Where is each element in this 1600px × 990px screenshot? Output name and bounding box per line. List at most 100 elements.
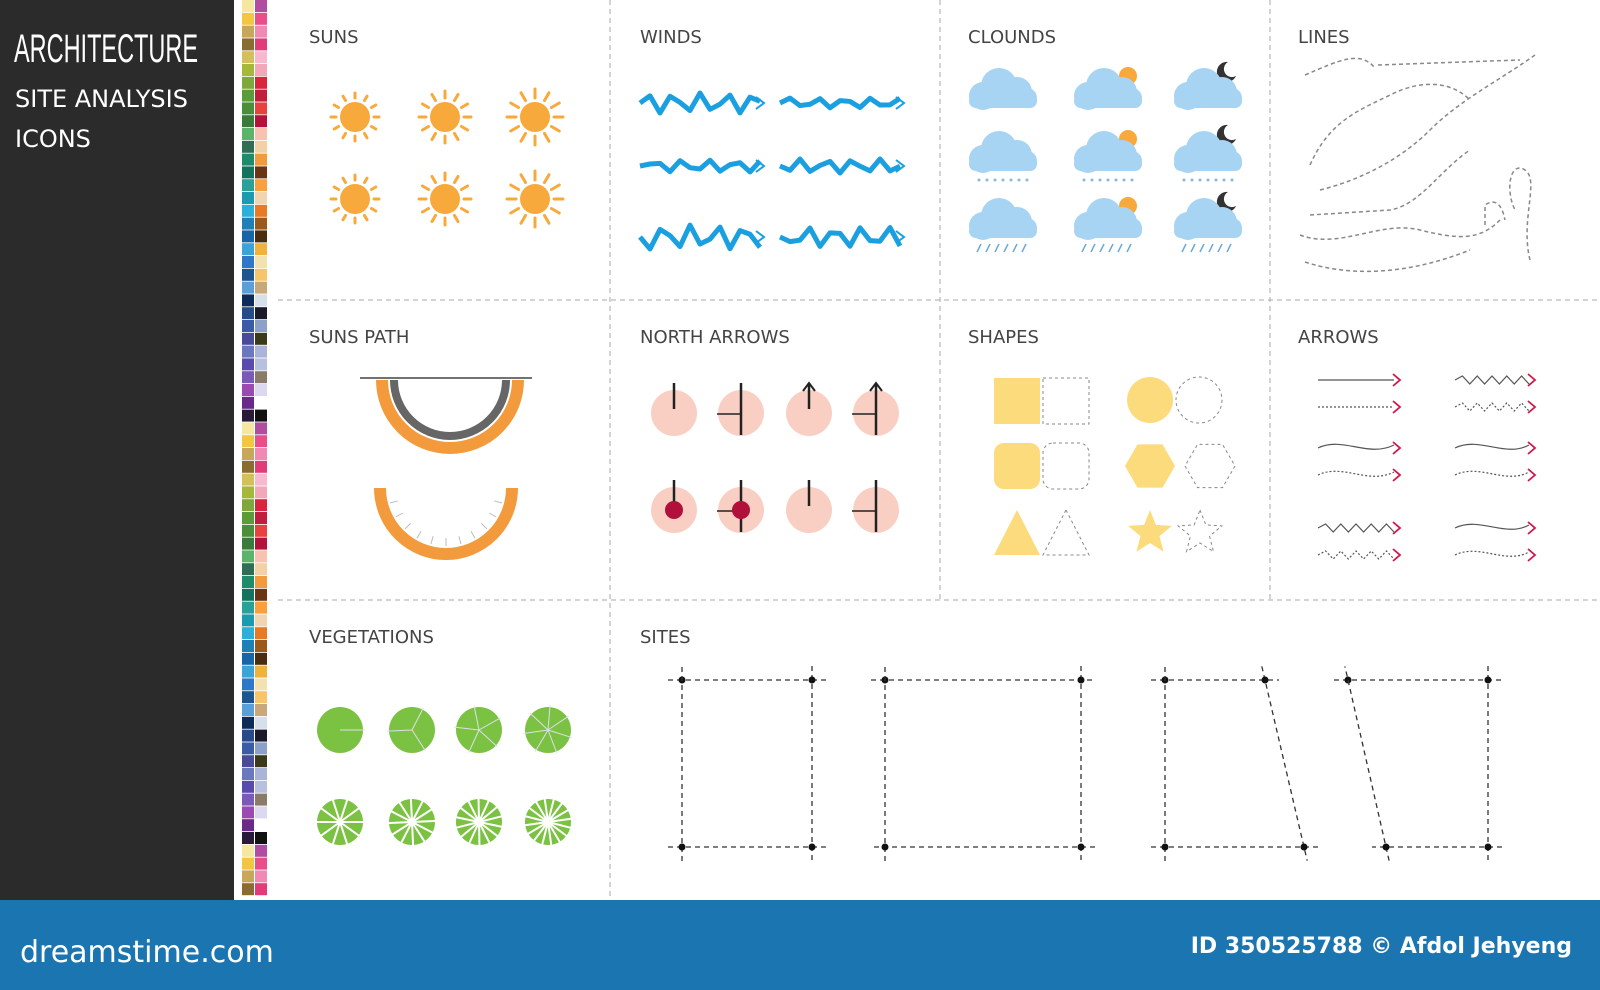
color-swatch — [255, 51, 267, 64]
sun-ray — [509, 125, 521, 133]
sun-path-arc-inner — [390, 379, 510, 440]
north-arrow — [717, 480, 764, 533]
sun-ray — [363, 213, 369, 222]
color-swatch — [255, 563, 267, 576]
cloud-base — [1174, 224, 1242, 238]
tree-branch — [534, 729, 549, 752]
tree-branch — [547, 821, 573, 830]
color-swatch — [242, 486, 254, 499]
color-swatch — [242, 806, 254, 819]
sun-ray — [420, 125, 431, 132]
sun-ray — [543, 131, 551, 143]
wind-wave — [638, 90, 761, 116]
site-corner — [808, 676, 816, 684]
tree-branch — [523, 729, 549, 735]
color-swatch — [242, 192, 254, 204]
color-swatch — [242, 332, 254, 345]
snow-dot — [1009, 178, 1013, 182]
color-swatch — [242, 51, 254, 64]
color-swatch — [255, 780, 267, 793]
snow-dot — [1222, 178, 1226, 182]
color-swatch — [255, 89, 267, 102]
color-swatch — [255, 102, 267, 115]
tree-branch — [527, 806, 549, 823]
tree-branch — [547, 705, 551, 731]
arrow-head — [1527, 441, 1537, 455]
color-swatch — [242, 422, 254, 435]
snow-dot — [1198, 178, 1202, 182]
sun-ray — [420, 102, 431, 109]
cloud-icon — [1174, 61, 1242, 110]
tree-branch — [478, 821, 504, 829]
color-swatch — [242, 729, 254, 742]
color-swatch — [255, 870, 267, 883]
sun-icon — [505, 169, 565, 229]
color-swatch — [255, 819, 267, 832]
snow-dot — [1001, 178, 1005, 182]
cloud-base — [1174, 157, 1242, 171]
tree-branch — [478, 717, 502, 731]
wind-arrowhead — [755, 230, 766, 244]
arrow-line — [1317, 470, 1395, 477]
sun-ray — [332, 103, 341, 109]
color-swatch — [255, 12, 267, 25]
wind-arrowhead — [755, 159, 766, 173]
site-corner — [1300, 843, 1308, 851]
color-swatch — [255, 25, 267, 38]
tree-branch — [478, 821, 500, 838]
shape-rounded — [994, 443, 1040, 489]
cloud-icon — [1074, 67, 1142, 110]
tree-branch — [547, 821, 562, 845]
cloud-base — [1074, 224, 1142, 238]
color-swatch — [242, 435, 254, 448]
color-swatch — [242, 819, 254, 832]
tree-branch — [339, 806, 361, 823]
color-swatch — [255, 115, 267, 128]
sun-ray — [341, 94, 347, 103]
site-corner — [1161, 843, 1169, 851]
section-title: NORTH ARROWS — [640, 327, 790, 348]
sun-ray — [543, 213, 551, 225]
tree-branch — [411, 729, 426, 752]
tree-branch — [547, 729, 558, 754]
color-swatch — [255, 550, 267, 563]
sun-path-tick — [430, 536, 434, 545]
color-swatch — [242, 588, 254, 601]
dashed-line — [1484, 201, 1506, 225]
north-arrow — [717, 383, 764, 436]
tree-icon — [454, 796, 504, 848]
sun-ray — [341, 213, 347, 222]
color-swatch — [255, 396, 267, 409]
wind-wave — [779, 156, 902, 176]
tree-branch — [529, 712, 549, 731]
wind-arrowhead — [895, 230, 906, 244]
color-swatch — [242, 755, 254, 768]
sun-ray — [341, 131, 347, 140]
cloud-base — [1074, 157, 1142, 171]
color-swatch — [242, 25, 254, 38]
cloud-icon — [969, 131, 1037, 182]
color-swatch — [242, 550, 254, 563]
arrow-line — [1317, 443, 1395, 450]
tree-icon — [317, 707, 365, 753]
color-swatch — [255, 601, 267, 614]
color-swatch — [255, 256, 267, 268]
tree-branch — [523, 814, 549, 823]
color-swatch — [255, 204, 267, 217]
sun-ray — [420, 184, 431, 191]
color-swatch — [242, 102, 254, 115]
color-swatch — [255, 358, 267, 371]
color-swatch — [242, 115, 254, 128]
site-corner — [678, 843, 686, 851]
color-swatch — [242, 768, 254, 780]
color-swatch — [255, 243, 267, 256]
color-swatch — [242, 640, 254, 652]
color-swatch — [242, 832, 254, 844]
cloud-base — [969, 157, 1037, 171]
color-swatch — [242, 614, 254, 627]
rain-line — [1012, 243, 1018, 253]
sun-ray — [363, 94, 369, 103]
color-swatch — [255, 140, 267, 153]
site-outline — [668, 666, 826, 861]
north-arrow — [651, 383, 697, 436]
